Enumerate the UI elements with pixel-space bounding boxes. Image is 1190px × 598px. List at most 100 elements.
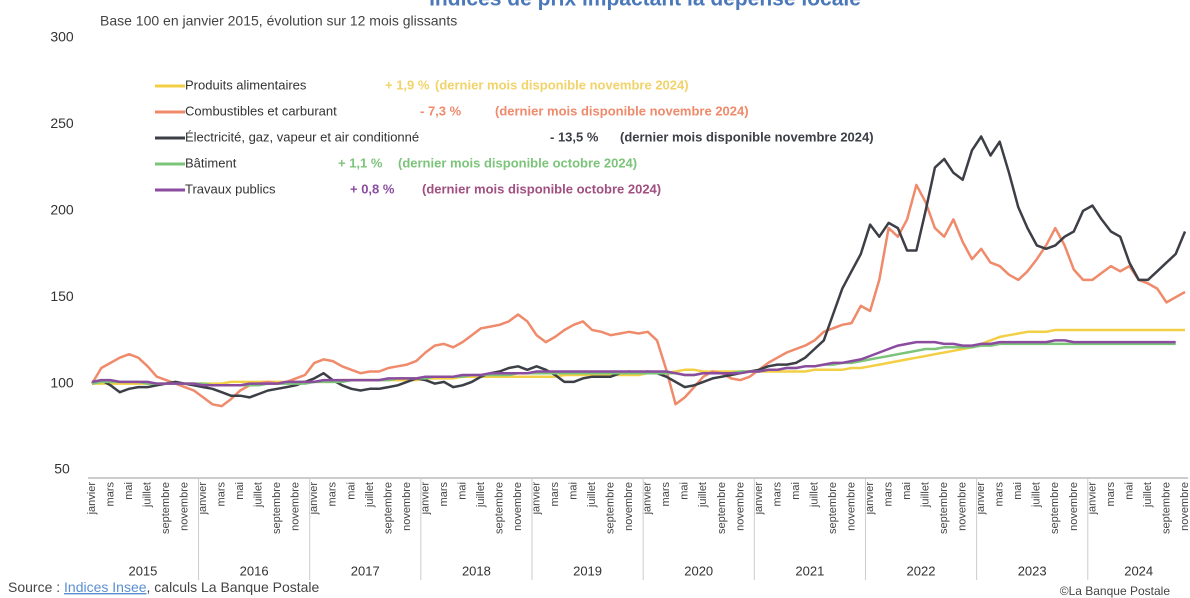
source: Source : Indices Insee, calculs La Banqu…: [8, 579, 320, 595]
x-tick-label: septembre: [938, 482, 950, 534]
x-tick-label: janvier: [753, 482, 765, 516]
credit: ©La Banque Postale: [1060, 584, 1171, 598]
x-tick-label: mars: [994, 482, 1006, 507]
x-tick-label: juillet: [920, 482, 932, 508]
legend-label: Électricité, gaz, vapeur et air conditio…: [185, 129, 419, 144]
x-tick-label: novembre: [1068, 482, 1080, 531]
x-tick-label: janvier: [531, 482, 543, 516]
x-tick-label: septembre: [493, 482, 505, 534]
x-tick-label: mars: [216, 482, 228, 507]
legend-change: + 1,9 %: [385, 77, 430, 92]
x-tick-label: mai: [679, 482, 691, 500]
y-tick-label: 100: [50, 374, 74, 390]
x-tick-label: septembre: [160, 482, 172, 534]
series-line: [91, 135, 1187, 399]
y-tick-label: 300: [50, 29, 74, 45]
x-tick-label: juillet: [253, 482, 265, 508]
x-tick-label: novembre: [290, 482, 302, 531]
year-label: 2018: [462, 563, 491, 578]
year-label: 2015: [128, 563, 157, 578]
x-tick-label: mars: [104, 482, 116, 507]
x-tick-label: mai: [568, 482, 580, 500]
x-tick-label: novembre: [179, 482, 191, 531]
x-tick-label: juillet: [364, 482, 376, 508]
x-tick-label: juillet: [141, 482, 153, 508]
x-tick-label: mars: [1105, 482, 1117, 507]
x-tick-label: novembre: [512, 482, 524, 531]
x-tick-label: mars: [327, 482, 339, 507]
legend-note: (dernier mois disponible novembre 2024): [435, 77, 689, 92]
legend-note: (dernier mois disponible novembre 2024): [620, 129, 874, 144]
legend-label: Travaux publics: [185, 181, 276, 196]
x-tick-label: mai: [123, 482, 135, 500]
legend-change: + 1,1 %: [338, 155, 383, 170]
x-tick-label: mai: [1012, 482, 1024, 500]
y-tick-label: 150: [50, 288, 74, 304]
year-label: 2024: [1124, 563, 1153, 578]
x-tick-label: septembre: [605, 482, 617, 534]
y-tick-label: 250: [50, 115, 74, 131]
x-tick-label: mai: [790, 482, 802, 500]
x-tick-label: janvier: [1086, 482, 1098, 516]
x-tick-label: mars: [438, 482, 450, 507]
x-tick-label: septembre: [827, 482, 839, 534]
x-tick-label: janvier: [642, 482, 654, 516]
x-tick-label: mai: [1123, 482, 1135, 500]
x-tick-label: novembre: [1179, 482, 1190, 531]
year-label: 2019: [573, 563, 602, 578]
legend-label: Produits alimentaires: [185, 77, 307, 92]
x-tick-label: mars: [660, 482, 672, 507]
x-tick-label: janvier: [197, 482, 209, 516]
x-tick-label: janvier: [864, 482, 876, 516]
x-tick-label: juillet: [1142, 482, 1154, 508]
x-tick-label: novembre: [623, 482, 635, 531]
x-tick-label: janvier: [975, 482, 987, 516]
chart-title: Indices de prix impactant la dépense loc…: [429, 0, 861, 11]
x-tick-label: mai: [234, 482, 246, 500]
x-tick-label: novembre: [734, 482, 746, 531]
year-label: 2021: [795, 563, 824, 578]
x-tick-label: janvier: [308, 482, 320, 516]
x-tick-label: mars: [549, 482, 561, 507]
x-tick-label: juillet: [475, 482, 487, 508]
year-label: 2016: [240, 563, 269, 578]
x-tick-label: janvier: [86, 482, 98, 516]
series-line: [91, 339, 1176, 387]
y-tick-label: 50: [54, 461, 70, 477]
x-tick-label: novembre: [845, 482, 857, 531]
x-tick-label: novembre: [401, 482, 413, 531]
source-link[interactable]: Indices Insee: [64, 579, 147, 595]
series-line: [92, 328, 1185, 385]
x-tick-label: janvier: [419, 482, 431, 516]
source-label: Source :: [8, 579, 64, 595]
x-tick-label: juillet: [1031, 482, 1043, 508]
legend-note: (dernier mois disponible octobre 2024): [422, 181, 661, 196]
y-tick-label: 200: [50, 202, 74, 218]
legend-label: Bâtiment: [185, 155, 237, 170]
source-rest: , calculs La Banque Postale: [147, 579, 320, 595]
year-label: 2020: [684, 563, 713, 578]
x-tick-label: juillet: [808, 482, 820, 508]
x-tick-label: mai: [345, 482, 357, 500]
legend-note: (dernier mois disponible octobre 2024): [398, 155, 637, 170]
x-tick-label: mai: [456, 482, 468, 500]
x-tick-label: mars: [771, 482, 783, 507]
x-tick-label: mars: [882, 482, 894, 507]
series-line: [91, 342, 1176, 387]
x-tick-label: septembre: [271, 482, 283, 534]
x-tick-label: novembre: [957, 482, 969, 531]
x-tick-label: juillet: [586, 482, 598, 508]
x-tick-label: mai: [901, 482, 913, 500]
x-tick-label: septembre: [1049, 482, 1061, 534]
legend-change: + 0,8 %: [350, 181, 395, 196]
year-label: 2023: [1018, 563, 1047, 578]
x-tick-label: septembre: [1160, 482, 1172, 534]
year-label: 2022: [907, 563, 936, 578]
x-tick-label: septembre: [382, 482, 394, 534]
legend-change: - 7,3 %: [420, 103, 462, 118]
year-label: 2017: [351, 563, 380, 578]
legend-note: (dernier mois disponible novembre 2024): [495, 103, 749, 118]
x-tick-label: juillet: [697, 482, 709, 508]
legend-label: Combustibles et carburant: [185, 103, 337, 118]
